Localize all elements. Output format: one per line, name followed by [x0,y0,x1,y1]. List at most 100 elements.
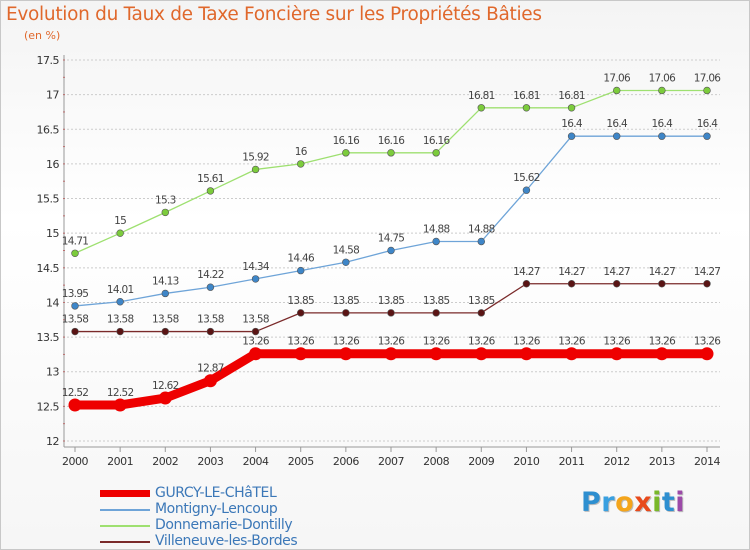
data-point [658,280,666,288]
data-point [477,309,485,317]
data-label: 12.87 [197,363,224,375]
data-point [567,132,576,140]
logo-letter: o [615,487,635,518]
x-tick-label: 2012 [604,455,630,468]
data-point [613,86,621,95]
data-point [71,302,79,310]
legend-swatch-montigny [100,509,150,511]
data-label: 15.61 [197,173,224,185]
logo-letter: P [581,487,602,518]
data-point [474,347,488,361]
legend-swatch-villeneuve [100,541,150,543]
unit-label: (en %) [24,29,61,42]
x-tick-label: 2011 [559,455,585,468]
data-label: 14.46 [287,253,315,265]
x-tick-label: 2007 [378,455,404,468]
x-tick-label: 2001 [107,455,133,468]
y-tick-label: 14 [46,296,59,309]
data-label: 14.75 [378,233,405,245]
data-label: 15.92 [242,151,269,163]
data-label: 12.52 [62,387,89,399]
data-point [703,132,711,140]
y-tick-label: 12.5 [37,400,60,413]
data-label: 16.81 [558,90,585,102]
legend-label-villeneuve: Villeneuve-les-Bordes [155,533,298,549]
data-point [251,165,260,174]
data-label: 13.26 [513,336,541,348]
data-point [68,398,82,412]
data-label: 14.27 [513,266,540,278]
data-point [703,86,711,95]
data-label: 13.58 [197,314,224,326]
x-tick-label: 2008 [423,455,449,468]
data-point [432,309,440,317]
data-label: 16 [295,146,308,158]
data-point [339,347,353,361]
data-point [387,149,395,157]
data-label: 14.27 [603,266,630,278]
data-point [613,132,621,140]
data-label: 12.62 [152,380,179,392]
data-point [297,266,305,275]
data-label: 16.81 [468,90,495,102]
data-label: 13.26 [242,336,270,348]
data-label: 17.06 [603,72,631,84]
legend-swatch-donnemarie [100,525,150,527]
data-point [251,275,260,283]
data-label: 13.26 [558,336,586,348]
data-label: 15.3 [155,194,176,206]
data-point [206,187,215,195]
data-label: 14.58 [333,244,360,256]
data-point [522,280,531,288]
series-line [74,89,708,254]
y-tick-label: 15 [46,227,59,240]
data-label: 13.26 [694,336,722,348]
data-label: 14.34 [242,261,270,273]
data-point [477,104,485,112]
data-label: 13.58 [62,314,89,326]
x-tick-label: 2009 [468,455,494,468]
data-label: 16.16 [333,135,361,147]
data-point [161,327,169,336]
data-label: 13.26 [378,336,406,348]
data-label: 13.95 [62,288,89,300]
data-point [116,229,124,237]
data-point [297,309,305,317]
data-point [700,347,714,361]
logo-letter: x [634,487,653,518]
data-point [565,347,579,361]
x-tick-label: 2004 [243,455,269,468]
y-tick-label: 16 [46,158,59,171]
data-label: 13.85 [287,295,314,307]
data-point [249,347,263,361]
data-point [613,280,621,288]
data-label: 14.88 [468,223,495,235]
data-point [567,280,576,288]
y-tick-label: 13 [46,366,59,379]
data-point [432,149,440,157]
chart-title: Evolution du Taux de Taxe Foncière sur l… [6,4,542,25]
data-label: 13.26 [423,336,451,348]
data-label: 13.26 [603,336,631,348]
logo-letter: i [675,487,686,518]
data-point [522,104,531,112]
data-point [206,327,215,336]
x-tick-label: 2014 [694,455,720,468]
data-point [655,347,669,361]
data-label: 17.06 [649,72,677,84]
x-tick-label: 2000 [62,455,88,468]
data-label: 14.27 [558,266,585,278]
data-label: 12.52 [107,387,134,399]
data-label: 14.71 [62,235,89,247]
data-point [203,374,217,388]
data-point [522,186,531,194]
data-point [71,249,79,257]
legend-swatch-gurcy [100,490,150,497]
data-label: 13.58 [152,314,179,326]
data-label: 14.88 [423,223,450,235]
x-tick-label: 2002 [152,455,178,468]
y-tick-label: 17.5 [37,54,60,67]
data-point [206,283,215,291]
data-label: 16.16 [378,135,406,147]
